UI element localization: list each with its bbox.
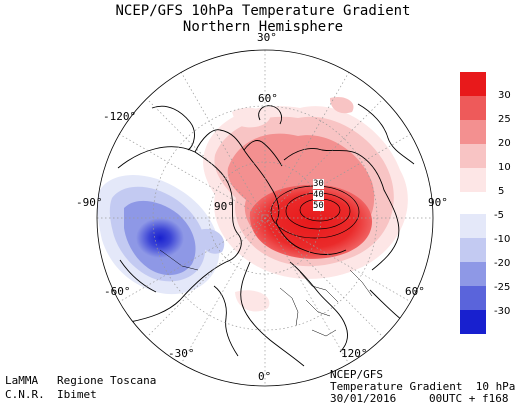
- colorbar-label: 25: [498, 114, 511, 125]
- warm-patch: [330, 96, 354, 114]
- colorbar-label: 20: [498, 138, 511, 149]
- colorbar-swatch: [460, 168, 486, 192]
- coastlines: [117, 103, 415, 367]
- product-name: NCEP/GFS: [330, 368, 383, 381]
- longitude-label: 90°: [428, 196, 448, 209]
- colorbar: [460, 72, 486, 334]
- colorbar-swatch: [460, 238, 486, 262]
- longitude-label: 0°: [258, 370, 272, 383]
- map-title: NCEP/GFS 10hPa Temperature Gradient: [115, 3, 411, 19]
- warm-patch: [235, 290, 270, 312]
- longitude-label: -30°: [168, 347, 195, 360]
- longitude-label: -90°: [76, 196, 103, 209]
- colorbar-swatch: [460, 262, 486, 286]
- longitude-label: -60°: [104, 285, 131, 298]
- colorbar-label: 5: [498, 186, 505, 197]
- colorbar-negative-scale: [460, 214, 486, 334]
- credit-institute: Ibimet: [57, 388, 97, 401]
- longitude-label: 90°: [214, 200, 234, 213]
- run-time: 00UTC + f168: [429, 392, 509, 405]
- contour-label: 30: [313, 179, 324, 189]
- colorbar-label: -30: [494, 306, 511, 317]
- longitude-label: 60°: [405, 285, 425, 298]
- credit-org: C.N.R.: [5, 388, 45, 401]
- colorbar-swatch: [460, 144, 486, 168]
- graticule: [97, 50, 433, 386]
- colorbar-label: -5: [494, 210, 504, 221]
- credit-org: LaMMA: [5, 374, 39, 387]
- latitude-label: 60°: [258, 92, 278, 105]
- cold-patch: [199, 228, 225, 254]
- contour-label: 40: [313, 190, 324, 200]
- credit-region: Regione Toscana: [57, 374, 157, 387]
- colorbar-label: -10: [494, 234, 511, 245]
- longitude-label: -120°: [103, 110, 137, 123]
- cold-anomaly-core: [136, 218, 184, 258]
- colorbar-swatch: [460, 120, 486, 144]
- map-boundary: [96, 49, 434, 387]
- colorbar-swatch: [460, 72, 486, 96]
- colorbar-positive-scale: [460, 72, 486, 192]
- colorbar-label: 10: [498, 162, 511, 173]
- colorbar-swatch: [460, 310, 486, 334]
- map-subtitle: Northern Hemisphere: [182, 19, 344, 35]
- product-field: Temperature Gradient 10 hPa: [330, 380, 516, 393]
- warm-anomaly-core: [249, 184, 373, 259]
- colorbar-label: -25: [494, 282, 511, 293]
- colorbar-label: 30: [498, 90, 511, 101]
- field-shading: [97, 50, 433, 386]
- colorbar-label: -20: [494, 258, 511, 269]
- longitude-label: 120°: [341, 347, 368, 360]
- colorbar-swatch: [460, 214, 486, 238]
- longitude-label: 30°: [257, 31, 277, 44]
- run-date: 30/01/2016: [330, 392, 397, 405]
- colorbar-swatch: [460, 286, 486, 310]
- colorbar-swatch: [460, 96, 486, 120]
- contour-label: 50: [313, 201, 324, 211]
- warm-patch: [232, 107, 270, 128]
